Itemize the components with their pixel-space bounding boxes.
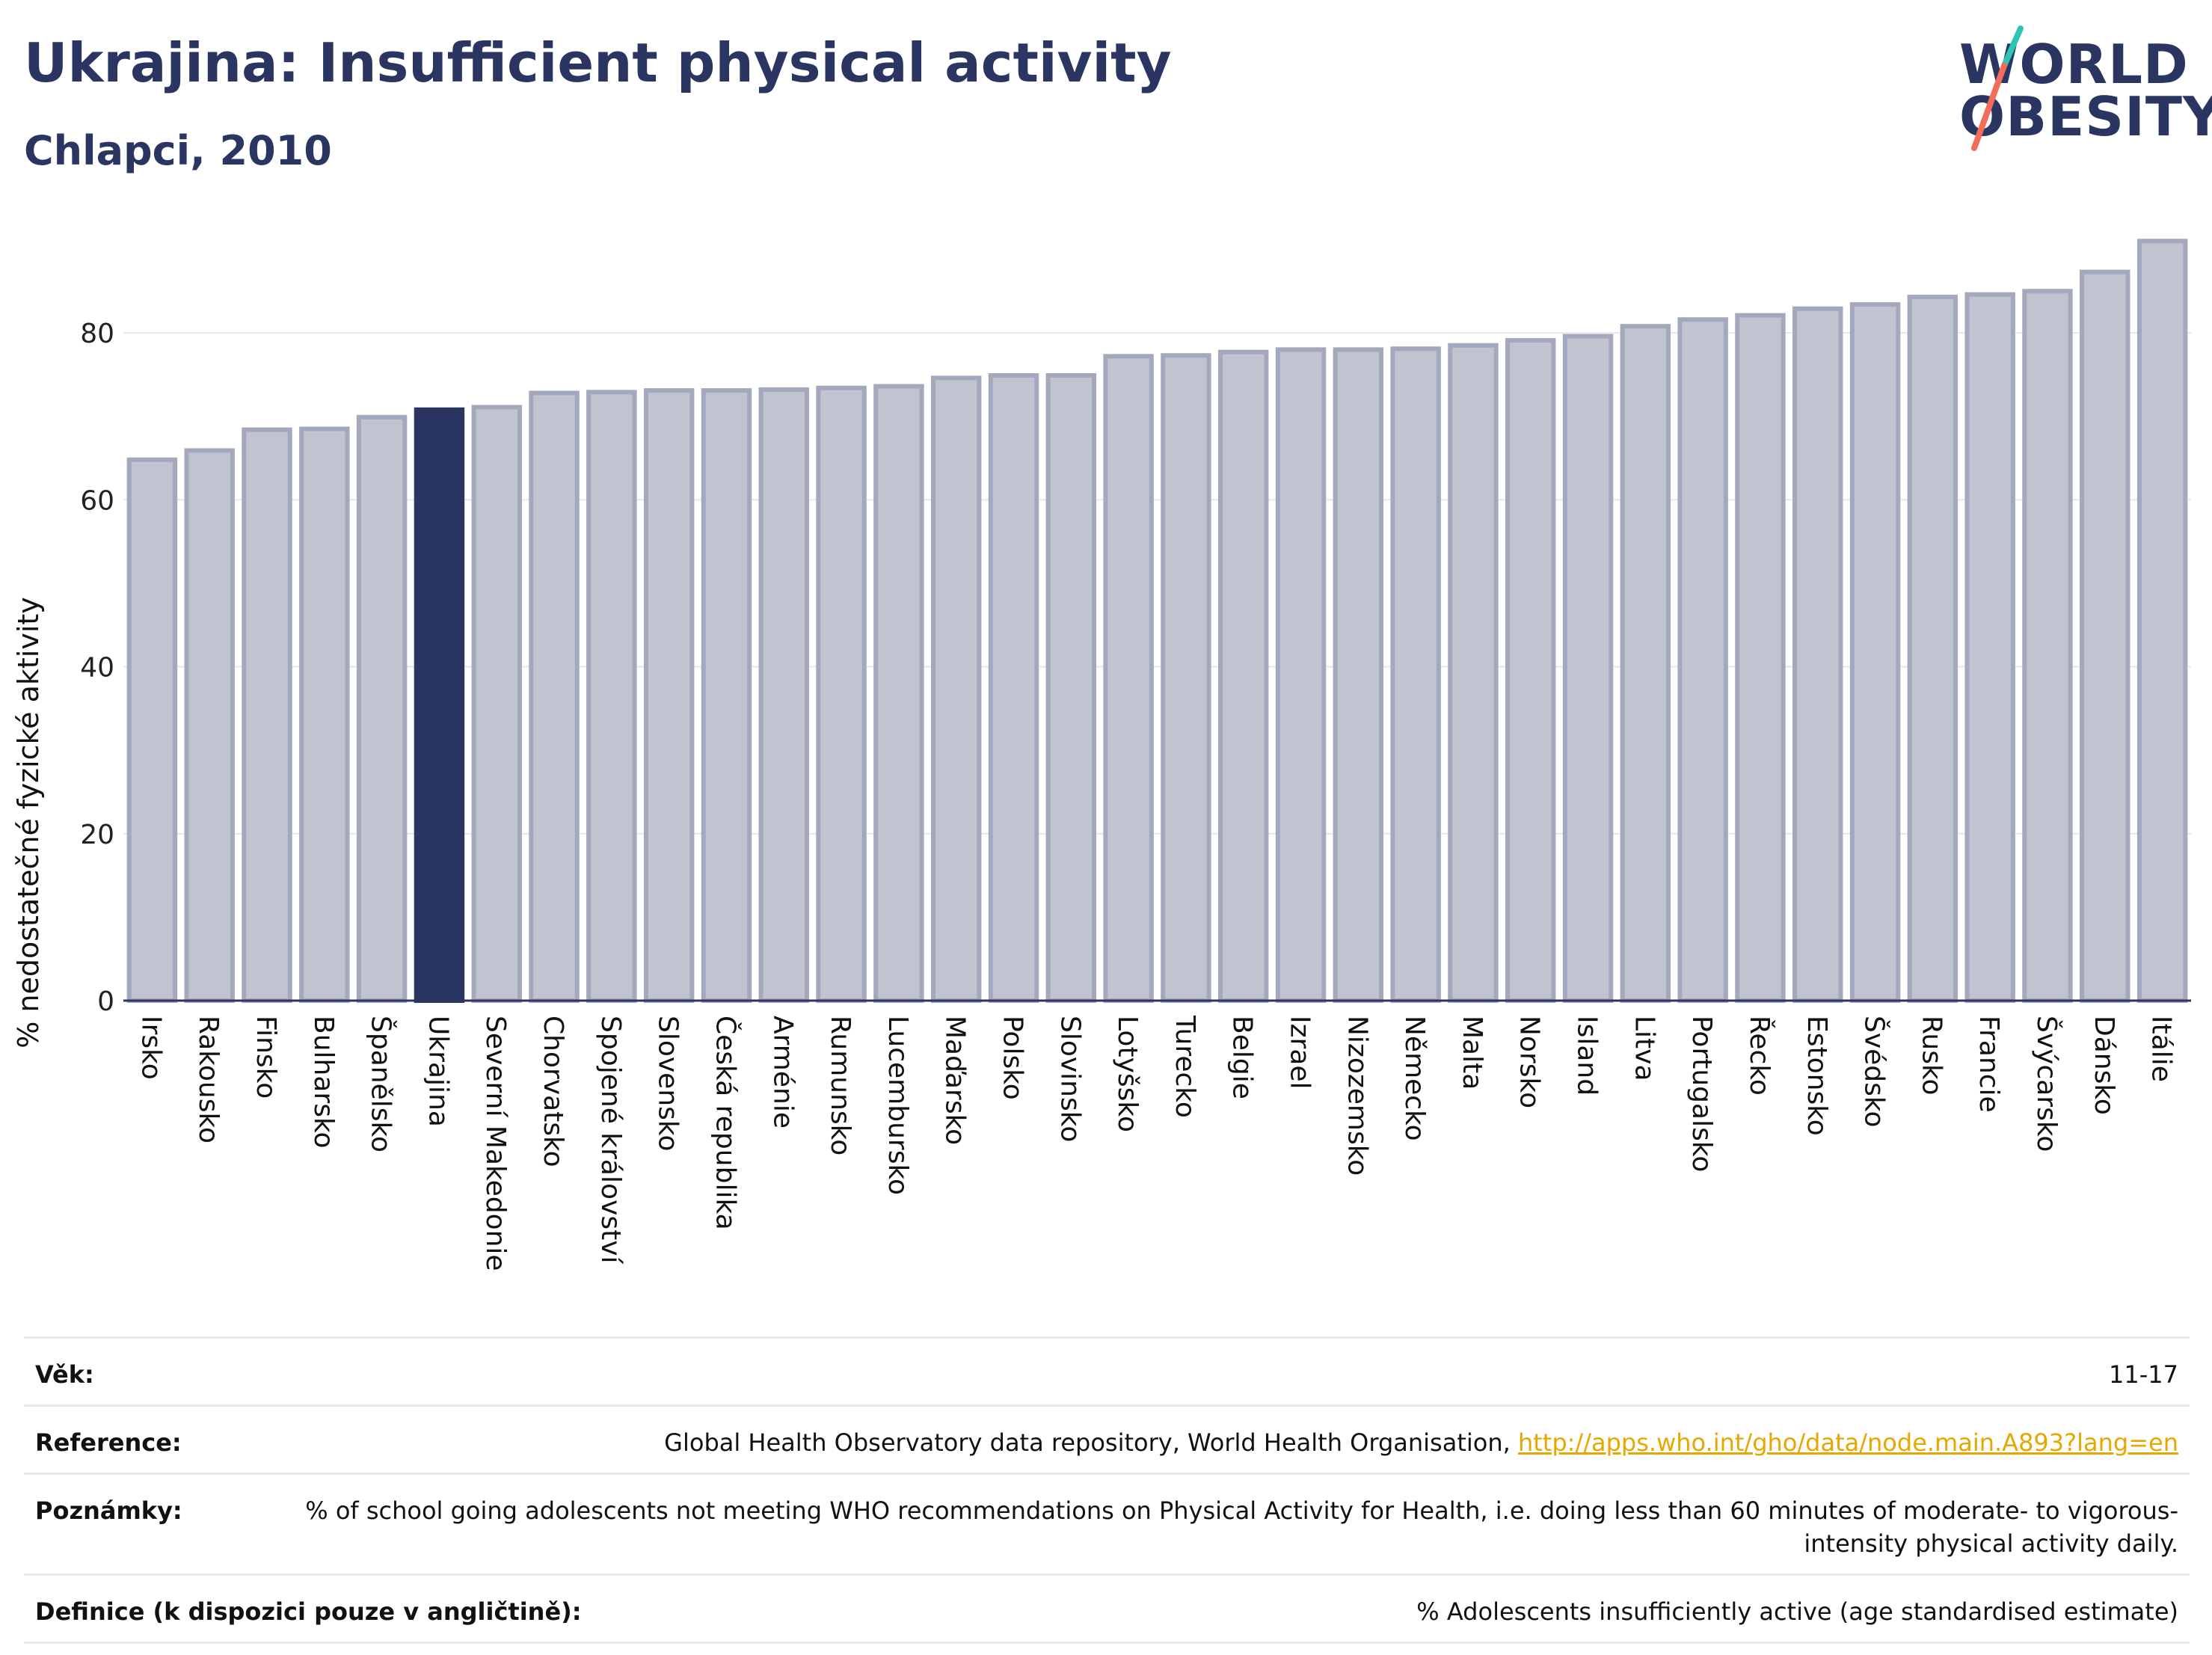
x-tick-label: Izrael <box>1285 1016 1315 1090</box>
x-tick-label: Turecko <box>1170 1015 1200 1118</box>
x-tick-label: Chorvatsko <box>538 1016 568 1167</box>
bar <box>586 390 637 1004</box>
bar <box>1103 354 1154 1003</box>
info-key: Věk: <box>35 1360 94 1389</box>
bar <box>1333 347 1384 1003</box>
bar <box>1045 373 1097 1003</box>
x-tick-label: Severní Makedonie <box>480 1016 511 1271</box>
x-tick-label: Nizozemsko <box>1342 1016 1372 1176</box>
x-tick-label: Rakousko <box>193 1016 224 1143</box>
bar <box>184 448 235 1004</box>
info-value-reference: Global Health Observatory data repositor… <box>664 1426 2178 1459</box>
y-tick-label: 0 <box>97 986 114 1017</box>
info-row-age: Věk: 11-17 <box>24 1336 2190 1404</box>
x-tick-label: Belgie <box>1227 1016 1258 1099</box>
x-tick-label: Polsko <box>997 1016 1027 1100</box>
x-tick-label: Arménie <box>767 1016 798 1129</box>
info-row-reference: Reference: Global Health Observatory dat… <box>24 1404 2190 1473</box>
info-value: % of school going adolescents not meetin… <box>305 1496 2178 1558</box>
bar <box>816 385 867 1003</box>
x-tick-label: Ukrajina <box>423 1016 453 1127</box>
bar <box>758 387 809 1004</box>
bar <box>2136 239 2188 1004</box>
bar <box>1390 346 1441 1003</box>
info-row-definition: Definice (k dispozici pouze v angličtině… <box>24 1573 2190 1644</box>
bar <box>1505 338 1556 1004</box>
page-title: Ukrajina: Insufficient physical activity <box>24 31 1172 94</box>
x-tick-label: Irsko <box>135 1016 166 1080</box>
bar <box>643 388 695 1003</box>
logo-text-line2: OBESITY <box>1959 85 2212 148</box>
x-tick-label: Litva <box>1629 1016 1659 1081</box>
x-tick-label: Švédsko <box>1859 1016 1890 1128</box>
x-tick-label: Spojené království <box>595 1016 626 1265</box>
world-obesity-logo[interactable]: WORLD OBESITY <box>1952 22 2212 157</box>
y-tick-label: 40 <box>80 653 114 684</box>
bar <box>242 427 292 1003</box>
x-tick-label: Rusko <box>1916 1016 1947 1096</box>
bar <box>126 457 178 1003</box>
bar <box>1448 343 1499 1004</box>
x-tick-label: Rumunsko <box>825 1016 855 1155</box>
x-tick-label: Španělsko <box>366 1016 397 1152</box>
x-tick-label: Lucembursko <box>882 1016 913 1195</box>
x-tick-label: Česká republika <box>710 1016 741 1230</box>
bar <box>1907 295 1958 1004</box>
bar <box>873 384 924 1003</box>
bar <box>414 407 465 1003</box>
bar <box>471 405 522 1003</box>
bar <box>1217 349 1269 1003</box>
page-subtitle: Chlapci, 2010 <box>24 127 332 174</box>
bar <box>930 375 982 1003</box>
info-table: Věk: 11-17 Reference: Global Health Obse… <box>24 1336 2190 1644</box>
bar <box>1161 353 1211 1004</box>
bar <box>988 373 1039 1003</box>
x-tick-label: Slovensko <box>653 1016 683 1152</box>
x-tick-label: Slovinsko <box>1054 1016 1085 1142</box>
x-tick-label: Estonsko <box>1801 1016 1832 1136</box>
x-tick-label: Lotyšsko <box>1112 1016 1143 1132</box>
x-tick-label: Švýcarsko <box>2031 1016 2062 1152</box>
x-tick-label: Dánsko <box>2089 1016 2119 1115</box>
x-tick-label: Maďarsko <box>940 1016 971 1145</box>
bar-chart: 0 20 40 60 80 Irsko Rakousko Finsko Bulharsko Špa… <box>80 239 2191 1271</box>
bar <box>1677 317 1728 1003</box>
x-tick-label: Norsko <box>1514 1016 1545 1108</box>
y-tick-label: 80 <box>80 319 114 349</box>
x-tick-label: Francie <box>1973 1016 2004 1113</box>
bar <box>2080 269 2130 1003</box>
bar <box>1849 302 1901 1004</box>
bar <box>529 390 580 1003</box>
bar <box>356 414 408 1003</box>
bar <box>299 426 350 1003</box>
info-row-notes: Poznámky: % of school going adolescents … <box>24 1473 2190 1573</box>
info-key: Poznámky: <box>35 1496 182 1525</box>
bar <box>1275 347 1327 1003</box>
bar <box>2022 289 2073 1003</box>
bar <box>1735 313 1786 1003</box>
reference-text: Global Health Observatory data repositor… <box>664 1428 1518 1457</box>
x-tick-label: Portugalsko <box>1686 1016 1717 1172</box>
x-tick-label: Německo <box>1399 1016 1430 1141</box>
x-tick-label: Bulharsko <box>308 1016 339 1149</box>
x-tick-label: Řecko <box>1744 1016 1775 1096</box>
bar <box>1792 306 1843 1004</box>
bar <box>1562 334 1614 1004</box>
info-key: Definice (k dispozici pouze v angličtině… <box>35 1597 582 1626</box>
bar <box>701 388 752 1003</box>
x-tick-label: Itálie <box>2146 1016 2177 1082</box>
x-tick-label: Finsko <box>251 1016 281 1099</box>
logo-slash-icon <box>1971 25 2024 151</box>
y-tick-label: 20 <box>80 820 114 850</box>
info-value: 11-17 <box>2109 1360 2178 1389</box>
bar <box>1964 292 2015 1004</box>
x-tick-label: Malta <box>1457 1016 1487 1090</box>
x-tick-label: Island <box>1572 1016 1603 1096</box>
y-tick-label: 60 <box>80 485 114 516</box>
info-value: % Adolescents insufficiently active (age… <box>1416 1597 2178 1626</box>
info-key: Reference: <box>35 1428 182 1457</box>
reference-link[interactable]: http://apps.who.int/gho/data/node.main.A… <box>1517 1428 2178 1457</box>
bar <box>1620 324 1671 1004</box>
